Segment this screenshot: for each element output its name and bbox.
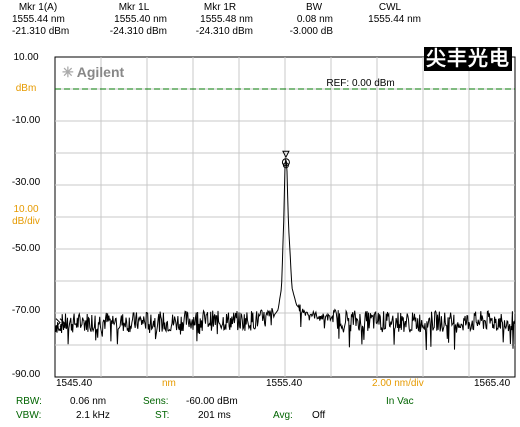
spectrum-plot: REF: 0.00 dBm <box>54 56 516 378</box>
marker-1l: Mkr 1L 1555.40 nm -24.310 dBm <box>109 2 167 37</box>
cwl-readout: CWL 1555.44 nm <box>368 2 421 25</box>
marker-1r-symbol <box>282 162 289 169</box>
vbw-label: VBW: <box>16 410 42 421</box>
y-scale-unit: dB/div <box>12 216 40 227</box>
sens-value: -60.00 dBm <box>186 396 238 407</box>
y-tick-bottom: -90.00 <box>11 369 41 380</box>
x-tick-start: 1545.40 <box>56 378 93 389</box>
avg-label: Avg: <box>273 410 293 421</box>
y-tick-minus10: -10.00 <box>11 115 41 126</box>
marker-header: Mkr 1(A) 1555.44 nm -21.310 dBm Mkr 1L 1… <box>0 0 520 46</box>
agilent-spark-icon: ✳ <box>62 64 74 80</box>
x-tick-end: 1565.40 <box>474 378 511 389</box>
sens-label: Sens: <box>143 396 169 407</box>
y-unit-label: dBm <box>15 83 37 94</box>
marker-1a: Mkr 1(A) 1555.44 nm -21.310 dBm <box>12 2 70 37</box>
avg-value: Off <box>312 410 326 421</box>
bandwidth-readout: BW 0.08 nm -3.000 dB <box>289 2 333 37</box>
marker-1r: Mkr 1R 1555.48 nm -24.310 dBm <box>195 2 253 37</box>
marker-1l-symbol <box>281 158 290 167</box>
x-span-label: 2.00 nm/div <box>372 378 424 389</box>
agilent-logo: ✳ Agilent <box>62 64 125 80</box>
rbw-value: 0.06 nm <box>70 396 107 407</box>
vbw-value: 2.1 kHz <box>76 410 110 421</box>
spectrum-trace <box>54 157 516 351</box>
x-tick-center: 1555.40 <box>266 378 303 389</box>
y-tick-top: 10.00 <box>13 52 39 63</box>
ref-level-label: REF: 0.00 dBm <box>326 78 394 89</box>
y-scale-value: 10.00 <box>13 204 39 215</box>
x-unit-label: nm <box>162 378 176 389</box>
y-tick-minus30: -30.00 <box>11 177 41 188</box>
vacuum-label: In Vac <box>386 396 414 407</box>
marker-1-symbol <box>282 150 290 159</box>
watermark-logo: 尖丰光电 <box>424 47 512 71</box>
trace-level-pointer-icon <box>55 318 65 327</box>
st-label: ST: <box>155 410 170 421</box>
rbw-label: RBW: <box>16 396 42 407</box>
y-tick-minus70: -70.00 <box>11 305 41 316</box>
y-tick-minus50: -50.00 <box>11 243 41 254</box>
st-value: 201 ms <box>198 410 231 421</box>
